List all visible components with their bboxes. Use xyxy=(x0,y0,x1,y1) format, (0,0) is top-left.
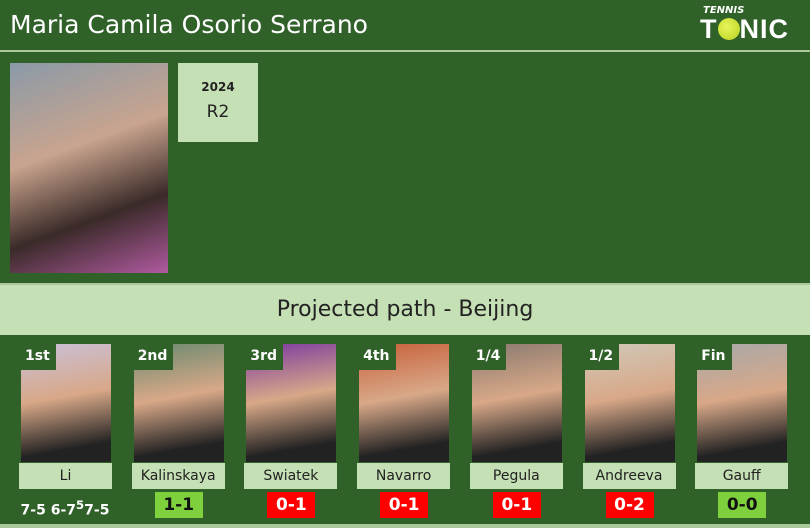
head-to-head-score: 1-1 xyxy=(154,492,203,518)
page-title: Maria Camila Osorio Serrano xyxy=(10,10,368,39)
head-to-head-score: 7-5 6-757-5 xyxy=(20,498,110,519)
result: R2 xyxy=(206,102,230,122)
head-to-head-score: 0-2 xyxy=(605,492,654,518)
opponent-name: Kalinskaya xyxy=(131,463,225,489)
round-label: 4th xyxy=(359,344,396,370)
opponent-name: Andreeva xyxy=(582,463,676,489)
divider xyxy=(0,524,810,528)
round-label: 2nd xyxy=(133,344,174,370)
player-photo xyxy=(10,63,168,273)
head-to-head-score: 0-1 xyxy=(267,492,316,518)
round-label: 3rd xyxy=(246,344,284,370)
year-result-box: 2024 R2 xyxy=(178,63,258,142)
divider xyxy=(0,50,810,52)
opponent-name: Swiatek xyxy=(244,463,338,489)
round-label: 1/4 xyxy=(471,344,507,370)
round-label: 1st xyxy=(21,344,56,370)
projected-path-banner: Projected path - Beijing xyxy=(0,283,810,335)
head-to-head-score: 0-1 xyxy=(492,492,541,518)
head-to-head-score: 0-0 xyxy=(718,492,767,518)
opponent-name: Pegula xyxy=(469,463,563,489)
round-label: 1/2 xyxy=(584,344,620,370)
round-label: Fin xyxy=(697,344,732,370)
opponent-name: Gauff xyxy=(695,463,789,489)
opponent-name: Navarro xyxy=(357,463,451,489)
opponent-name: Li xyxy=(19,463,112,489)
year: 2024 xyxy=(201,80,235,94)
tennis-tonic-logo: TENNIS T NIC xyxy=(700,5,789,44)
tennis-ball-icon xyxy=(717,18,740,40)
head-to-head-score: 0-1 xyxy=(380,492,429,518)
